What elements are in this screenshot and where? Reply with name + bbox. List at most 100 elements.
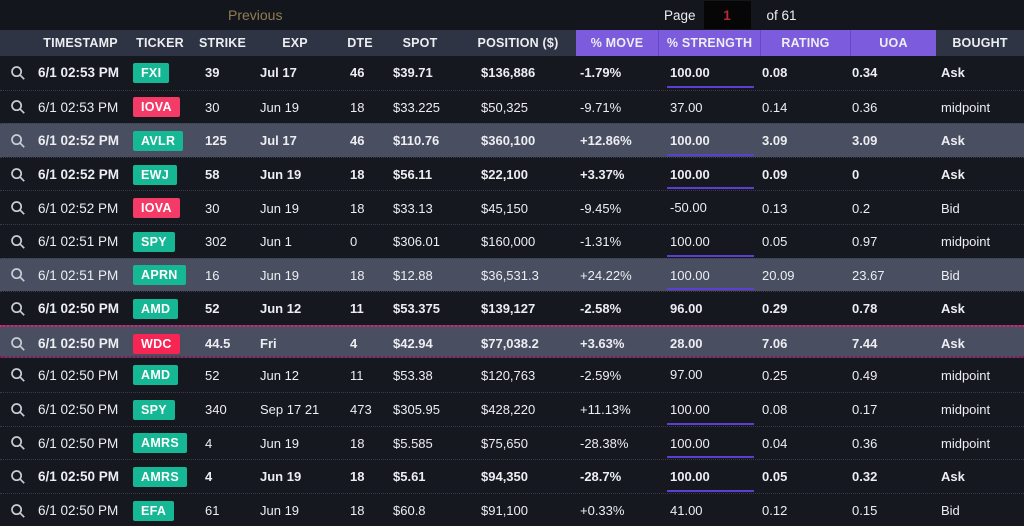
dte-cell: 46 bbox=[350, 133, 365, 149]
table-row[interactable]: 6/1 02:52 PM EWJ 58 Jun 19 18 $56.11 $22… bbox=[0, 156, 1024, 191]
col-header-bought[interactable]: BOUGHT bbox=[952, 36, 1008, 50]
col-header-dte[interactable]: DTE bbox=[347, 36, 373, 50]
search-icon[interactable] bbox=[8, 501, 28, 521]
table-row[interactable]: 6/1 02:52 PM IOVA 30 Jun 19 18 $33.13 $4… bbox=[0, 190, 1024, 224]
table-row[interactable]: 6/1 02:50 PM AMRS 4 Jun 19 18 $5.585 $75… bbox=[0, 425, 1024, 460]
strike-cell: 16 bbox=[205, 267, 220, 283]
page-number-input[interactable] bbox=[703, 1, 751, 29]
exp-cell: Jun 19 bbox=[260, 99, 300, 115]
spot-cell: $39.71 bbox=[393, 65, 433, 81]
ticker-badge[interactable]: AMD bbox=[133, 298, 179, 319]
table-row[interactable]: 6/1 02:51 PM SPY 302 Jun 1 0 $306.01 $16… bbox=[0, 223, 1024, 258]
col-header-exp[interactable]: EXP bbox=[282, 36, 308, 50]
row-search-cell bbox=[0, 165, 36, 185]
ticker-badge[interactable]: WDC bbox=[133, 333, 180, 354]
ticker-badge[interactable]: AVLR bbox=[133, 130, 184, 151]
exp-cell: Fri bbox=[260, 336, 277, 352]
table-row[interactable]: 6/1 02:51 PM APRN 16 Jun 19 18 $12.88 $3… bbox=[0, 257, 1024, 292]
uoa-cell: 0.17 bbox=[852, 402, 878, 418]
ticker-cell: SPY bbox=[125, 231, 195, 252]
strike-cell: 30 bbox=[205, 99, 220, 115]
bought-cell: Ask bbox=[941, 336, 965, 352]
uoa-cell: 0.34 bbox=[852, 65, 878, 81]
search-icon[interactable] bbox=[8, 400, 28, 420]
ticker-badge[interactable]: AMD bbox=[133, 365, 179, 386]
dte-cell: 11 bbox=[350, 301, 364, 317]
position-cell: $120,763 bbox=[481, 367, 536, 383]
bought-cell: Bid bbox=[941, 503, 960, 519]
search-icon[interactable] bbox=[8, 131, 28, 151]
rating-cell: 0.08 bbox=[762, 402, 788, 418]
bought-cell: Bid bbox=[941, 267, 960, 283]
search-icon[interactable] bbox=[8, 165, 28, 185]
exp-cell: Jun 19 bbox=[260, 167, 302, 183]
ticker-badge[interactable]: APRN bbox=[133, 265, 186, 286]
table-row[interactable]: 6/1 02:50 PM AMD 52 Jun 12 11 $53.375 $1… bbox=[0, 291, 1024, 325]
search-icon[interactable] bbox=[8, 433, 28, 453]
col-header-ticker[interactable]: TICKER bbox=[136, 36, 184, 50]
exp-cell: Jun 12 bbox=[260, 367, 300, 383]
search-icon[interactable] bbox=[8, 299, 28, 319]
col-header-strength[interactable]: % STRENGTH bbox=[658, 30, 760, 56]
ticker-cell: IOVA bbox=[125, 198, 195, 219]
timestamp-cell: 6/1 02:50 PM bbox=[38, 336, 120, 352]
position-cell: $22,100 bbox=[481, 167, 528, 183]
table-row[interactable]: 6/1 02:50 PM SPY 340 Sep 17 21 473 $305.… bbox=[0, 391, 1024, 426]
move-cell: -28.38% bbox=[580, 435, 629, 451]
timestamp-cell: 6/1 02:51 PM bbox=[38, 234, 119, 250]
ticker-badge[interactable]: AMRS bbox=[133, 433, 188, 454]
ticker-badge[interactable]: SPY bbox=[133, 399, 175, 420]
table-row[interactable]: 6/1 02:52 PM AVLR 125 Jul 17 46 $110.76 … bbox=[0, 123, 1024, 157]
table-row[interactable]: 6/1 02:53 PM FXI 39 Jul 17 46 $39.71 $13… bbox=[0, 56, 1024, 90]
previous-page-link[interactable]: Previous bbox=[228, 7, 283, 23]
table-row[interactable]: 6/1 02:50 PM WDC 44.5 Fri 4 $42.94 $77,0… bbox=[0, 324, 1024, 359]
uoa-cell: 0.36 bbox=[852, 99, 878, 115]
ticker-badge[interactable]: EFA bbox=[133, 500, 175, 521]
table-body: 6/1 02:53 PM FXI 39 Jul 17 46 $39.71 $13… bbox=[0, 56, 1024, 526]
table-row[interactable]: 6/1 02:50 PM AMRS 4 Jun 19 18 $5.61 $94,… bbox=[0, 459, 1024, 493]
spot-cell: $33.13 bbox=[393, 200, 433, 216]
strength-cell: 28.00 bbox=[670, 335, 703, 351]
rating-cell: 3.09 bbox=[762, 133, 788, 149]
bought-cell: midpoint bbox=[941, 402, 991, 418]
ticker-badge[interactable]: IOVA bbox=[133, 198, 180, 219]
bought-cell: Bid bbox=[941, 200, 960, 216]
search-icon[interactable] bbox=[8, 365, 28, 385]
search-icon[interactable] bbox=[8, 334, 28, 354]
strike-cell: 58 bbox=[205, 167, 220, 183]
col-header-rating[interactable]: RATING bbox=[760, 30, 850, 56]
table-row[interactable]: 6/1 02:50 PM EFA 61 Jun 19 18 $60.8 $91,… bbox=[0, 492, 1024, 526]
col-header-spot[interactable]: SPOT bbox=[402, 36, 438, 50]
uoa-cell: 0.36 bbox=[852, 435, 878, 451]
col-header-uoa[interactable]: UOA bbox=[850, 30, 936, 56]
spot-cell: $305.95 bbox=[393, 402, 440, 418]
search-icon[interactable] bbox=[8, 232, 28, 252]
ticker-badge[interactable]: FXI bbox=[133, 62, 170, 83]
search-icon[interactable] bbox=[8, 198, 28, 218]
move-cell: +24.22% bbox=[580, 267, 632, 283]
exp-cell: Jun 19 bbox=[260, 469, 302, 485]
col-header-strike[interactable]: STRIKE bbox=[198, 36, 247, 50]
table-row[interactable]: 6/1 02:50 PM AMD 52 Jun 12 11 $53.38 $12… bbox=[0, 358, 1024, 392]
row-search-cell bbox=[0, 97, 36, 117]
move-cell: -9.71% bbox=[580, 99, 622, 115]
uoa-cell: 7.44 bbox=[852, 336, 878, 352]
spot-cell: $42.94 bbox=[393, 336, 433, 352]
ticker-badge[interactable]: AMRS bbox=[133, 466, 188, 487]
search-icon[interactable] bbox=[8, 97, 28, 117]
col-header-move[interactable]: % MOVE bbox=[576, 30, 658, 56]
strength-cell: 97.00 bbox=[670, 367, 703, 383]
ticker-badge[interactable]: EWJ bbox=[133, 164, 177, 185]
search-icon[interactable] bbox=[8, 265, 28, 285]
timestamp-cell: 6/1 02:53 PM bbox=[38, 99, 119, 115]
rating-cell: 0.14 bbox=[762, 99, 788, 115]
ticker-badge[interactable]: SPY bbox=[133, 231, 175, 252]
search-icon[interactable] bbox=[8, 467, 28, 487]
dte-cell: 18 bbox=[350, 503, 365, 519]
table-row[interactable]: 6/1 02:53 PM IOVA 30 Jun 19 18 $33.225 $… bbox=[0, 89, 1024, 124]
dte-cell: 18 bbox=[350, 435, 365, 451]
col-header-timestamp[interactable]: TIMESTAMP bbox=[43, 36, 118, 50]
col-header-position[interactable]: POSITION ($) bbox=[477, 36, 559, 50]
search-icon[interactable] bbox=[8, 63, 28, 83]
ticker-badge[interactable]: IOVA bbox=[133, 97, 180, 118]
